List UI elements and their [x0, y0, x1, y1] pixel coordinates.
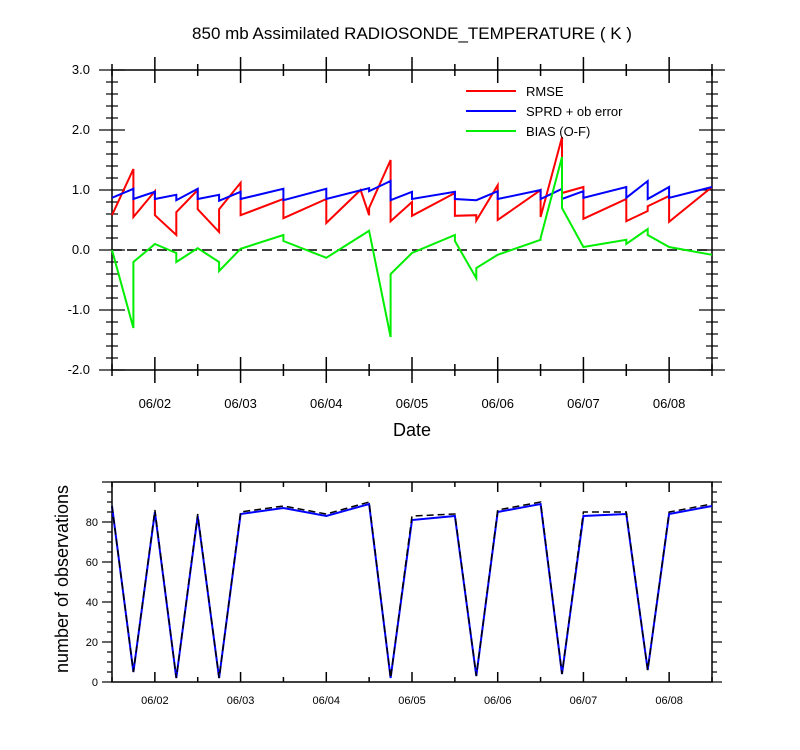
x-tick-label: 06/08: [653, 396, 686, 411]
series-sprd-ob-error-line: [111, 178, 713, 203]
x-axis-label: Date: [393, 420, 431, 440]
x-tick-label: 06/08: [655, 695, 683, 707]
series-rmse-line: [111, 136, 713, 238]
top-ticks: 06/02 06/03 06/04 06/05 06/06 06/07 06/08 -2.0 -…: [68, 57, 725, 411]
x-tick-label: 06/07: [570, 695, 598, 707]
y-tick-label: -2.0: [68, 362, 90, 377]
y-tick-label: 80: [86, 517, 98, 529]
y-tick-label: 20: [86, 637, 98, 649]
y-tick-label: 2.0: [72, 122, 90, 137]
y-tick-label: -1.0: [68, 302, 90, 317]
chart-title: 850 mb Assimilated RADIOSONDE_TEMPERATUR…: [192, 24, 632, 43]
x-tick-label: 06/02: [139, 396, 172, 411]
y-tick-label: 3.0: [72, 62, 90, 77]
y-tick-label: 1.0: [72, 182, 90, 197]
bottom-panel: 06/02 06/03 06/04 06/05 06/06 06/07 06/08 0 20 40…: [52, 481, 722, 707]
x-tick-label: 06/04: [310, 396, 343, 411]
y-tick-label: 0.0: [72, 242, 90, 257]
y-tick-label: 60: [86, 557, 98, 569]
y-tick-label: 0: [92, 677, 98, 689]
legend-label-rmse: RMSE: [526, 84, 564, 99]
series-obs-possible-line: [111, 501, 713, 679]
bottom-ticks: 06/02 06/03 06/04 06/05 06/06 06/07 06/08 0 20 40…: [86, 481, 722, 707]
x-tick-label: 06/06: [481, 396, 514, 411]
x-tick-label: 06/02: [141, 695, 169, 707]
x-tick-label: 06/03: [227, 695, 255, 707]
x-tick-label: 06/06: [484, 695, 512, 707]
x-tick-label: 06/05: [396, 396, 429, 411]
bottom-series: [111, 501, 713, 679]
series-bias-o-f-line: [111, 156, 713, 338]
y-axis-label: number of observations: [52, 485, 72, 673]
bottom-plot-frame: [111, 481, 713, 683]
x-tick-label: 06/04: [313, 695, 341, 707]
x-tick-label: 06/03: [224, 396, 257, 411]
x-tick-label: 06/05: [398, 695, 426, 707]
legend-label-sprd-ob-error: SPRD + ob error: [526, 104, 623, 119]
legend-label-bias-o-f: BIAS (O-F): [526, 124, 590, 139]
y-tick-label: 40: [86, 597, 98, 609]
top-panel: 06/02 06/03 06/04 06/05 06/06 06/07 06/08 -2.0 -…: [68, 57, 725, 440]
x-tick-label: 06/07: [567, 396, 600, 411]
legend: RMSE SPRD + ob error BIAS (O-F): [466, 84, 623, 139]
series-obs-used-line: [111, 502, 713, 679]
top-series: [111, 136, 713, 338]
